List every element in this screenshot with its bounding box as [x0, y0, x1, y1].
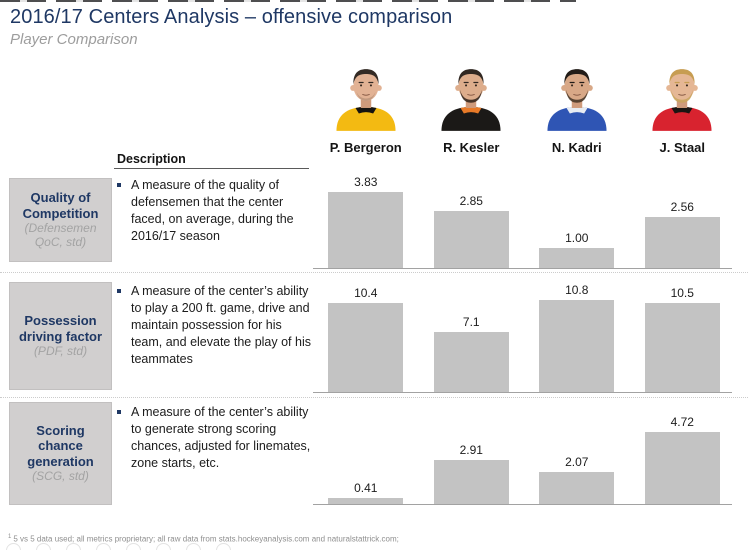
bar	[328, 192, 404, 268]
bar	[644, 217, 720, 268]
row-separator-dashed	[0, 397, 748, 398]
metric-label: Quality of Competition	[22, 190, 99, 221]
player-column: N. Kadri	[524, 64, 630, 155]
description-header-underline	[114, 168, 309, 169]
chart-baseline	[313, 392, 732, 393]
player-column: P. Bergeron	[313, 64, 419, 155]
player-name: J. Staal	[659, 140, 706, 155]
bar-chart: 0.41 2.91 2.07 4.72	[313, 412, 735, 504]
metric-label-box: Scoring chance generation (SCG, std)	[9, 402, 112, 505]
player-photo	[325, 64, 406, 136]
footnote-text: 5 vs 5 data used; all metrics proprietar…	[13, 534, 399, 544]
player-column: R. Kesler	[419, 64, 525, 155]
player-column: J. Staal	[630, 64, 736, 155]
bullet-square-icon	[117, 410, 121, 414]
bar	[539, 472, 615, 504]
bar-column: 10.4	[313, 286, 419, 392]
bar-column: 2.91	[419, 443, 525, 504]
player-photo	[431, 64, 512, 136]
chart-baseline	[313, 268, 732, 269]
bar-column: 3.83	[313, 175, 419, 268]
page-dot-icon	[36, 543, 51, 550]
bar-column: 2.56	[630, 200, 736, 268]
bar	[539, 248, 615, 268]
player-photo	[642, 64, 723, 136]
bar-value-label: 0.41	[354, 481, 378, 495]
bar-column: 2.07	[524, 455, 630, 504]
player-photo	[536, 64, 617, 136]
page-dot-icon	[126, 543, 141, 550]
bar-value-label: 2.91	[459, 443, 483, 457]
bar-value-label: 3.83	[354, 175, 378, 189]
bar-value-label: 2.07	[565, 455, 589, 469]
metric-description: A measure of the center’s ability to gen…	[116, 404, 312, 472]
bar	[328, 303, 404, 392]
metric-description-text: A measure of the center’s ability to gen…	[131, 405, 311, 470]
footnote-marker: 1	[8, 534, 12, 540]
bar-column: 7.1	[419, 315, 525, 392]
page-dot-icon	[216, 543, 231, 550]
metric-label-box: Quality of Competition (Defensemen QoC, s…	[9, 178, 112, 262]
bar-column: 4.72	[630, 415, 736, 504]
page-dot-icon	[66, 543, 81, 550]
bullet-square-icon	[117, 183, 121, 187]
bar	[433, 460, 509, 504]
metric-label-box: Possession driving factor (PDF, std)	[9, 282, 112, 390]
bar-column: 1.00	[524, 231, 630, 268]
page-dot-icon	[186, 543, 201, 550]
description-column-header: Description	[117, 152, 186, 166]
metric-sublabel: (Defensemen QoC, std)	[24, 221, 97, 250]
bar-value-label: 10.8	[565, 283, 589, 297]
bullet-square-icon	[117, 289, 121, 293]
bar-value-label: 4.72	[670, 415, 694, 429]
bar-value-label: 10.5	[670, 286, 694, 300]
bar-column: 10.5	[630, 286, 736, 392]
metric-sublabel: (SCG, std)	[32, 469, 89, 484]
page-dot-icon	[156, 543, 171, 550]
player-name: N. Kadri	[551, 140, 602, 155]
bar-value-label: 2.56	[670, 200, 694, 214]
bar-column: 2.85	[419, 194, 525, 268]
chart-baseline	[313, 504, 732, 505]
metric-label: Scoring chance generation	[27, 422, 94, 469]
row-separator-dashed	[0, 272, 748, 273]
bar-column: 10.8	[524, 283, 630, 392]
bar	[644, 303, 720, 392]
metric-description-text: A measure of the quality of defensemen t…	[131, 178, 294, 243]
bar	[433, 211, 509, 268]
bar-chart: 10.4 7.1 10.8 10.5	[313, 280, 735, 392]
bar	[539, 300, 615, 392]
bar-chart: 3.83 2.85 1.00 2.56	[313, 172, 735, 268]
metric-description: A measure of the center’s ability to pla…	[116, 283, 312, 368]
slide-subtitle: Player Comparison	[10, 31, 138, 48]
bar-column: 0.41	[313, 481, 419, 504]
bar	[433, 332, 509, 392]
page-dot-icon	[6, 543, 21, 550]
metric-label: Possession driving factor	[18, 313, 103, 344]
player-name: P. Bergeron	[329, 140, 402, 155]
metric-description-text: A measure of the center’s ability to pla…	[131, 284, 311, 366]
metric-description: A measure of the quality of defensemen t…	[116, 177, 312, 245]
player-name: R. Kesler	[443, 140, 500, 155]
bar-value-label: 2.85	[459, 194, 483, 208]
bar-value-label: 10.4	[354, 286, 378, 300]
player-header-row: P. Bergeron R. Kesler N. Kadri	[313, 64, 735, 155]
metric-sublabel: (PDF, std)	[33, 344, 88, 359]
decorative-dots	[6, 543, 246, 550]
top-edge-artifact	[0, 0, 576, 2]
page-dot-icon	[96, 543, 111, 550]
bar	[644, 432, 720, 504]
bar	[328, 498, 404, 504]
bar-value-label: 7.1	[462, 315, 480, 329]
bar-value-label: 1.00	[565, 231, 589, 245]
slide-title: 2016/17 Centers Analysis – offensive com…	[10, 6, 453, 28]
